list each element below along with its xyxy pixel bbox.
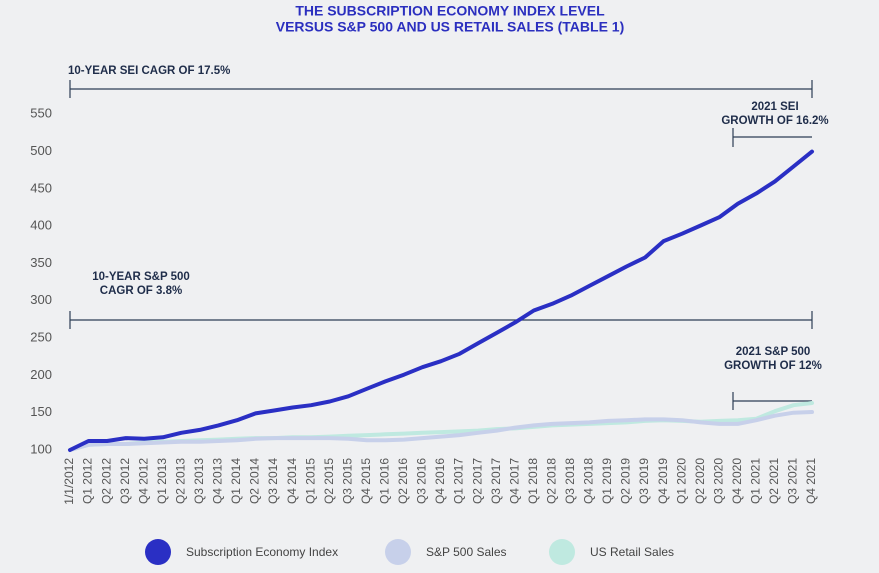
x-tick-label: Q1 2018: [526, 458, 540, 504]
x-tick-label: Q4 2012: [136, 458, 150, 504]
x-tick-label: Q3 2018: [563, 458, 577, 504]
line: [68, 410, 814, 452]
x-tick-label: Q3 2017: [489, 458, 503, 504]
annotation: CAGR OF 3.8%: [100, 285, 182, 297]
annotation: 2021 S&P 500: [736, 346, 811, 358]
x-tick-label: Q4 2017: [507, 458, 521, 504]
y-tick-label: 500: [30, 143, 52, 158]
x-tick-label: Q1 2019: [600, 458, 614, 504]
y-tick-label: 400: [30, 218, 52, 233]
x-tick-label: Q4 2021: [804, 458, 818, 504]
y-tick-label: 200: [30, 367, 52, 382]
x-tick-label: Q4 2014: [285, 458, 299, 504]
annotation: 10-YEAR SEI CAGR OF 17.5%: [68, 65, 230, 77]
legend-label: S&P 500 Sales: [426, 545, 507, 559]
x-tick-label: Q3 2014: [266, 458, 280, 504]
line: [68, 149, 814, 452]
y-tick-label: 350: [30, 255, 52, 270]
x-tick-label: Q4 2016: [433, 458, 447, 504]
annotation: 2021 SEI: [751, 101, 798, 113]
annotation: GROWTH OF 12%: [724, 360, 822, 372]
x-tick-label: Q1 2013: [155, 458, 169, 504]
x-tick-label: Q2 2018: [544, 458, 558, 504]
x-tick-label: Q1 2015: [303, 458, 317, 504]
x-tick-label: Q3 2012: [118, 458, 132, 504]
x-tick-label: Q1 2012: [81, 458, 95, 504]
x-tick-label: Q4 2015: [359, 458, 373, 504]
x-tick-label: Q2 2020: [693, 458, 707, 504]
x-tick-label: Q3 2020: [711, 458, 725, 504]
legend-label: US Retail Sales: [590, 545, 674, 559]
x-tick-label: Q2 2017: [470, 458, 484, 504]
x-tick-label: Q3 2015: [340, 458, 354, 504]
y-tick-label: 250: [30, 330, 52, 345]
x-tick-label: Q2 2014: [248, 458, 262, 504]
y-tick-label: 150: [30, 404, 52, 419]
x-tick-label: Q3 2013: [192, 458, 206, 504]
chart-title: VERSUS S&P 500 AND US RETAIL SALES (TABL…: [276, 19, 625, 35]
chart-title: THE SUBSCRIPTION ECONOMY INDEX LEVEL: [295, 3, 605, 19]
x-tick-label: Q2 2019: [619, 458, 633, 504]
x-tick-label: Q2 2016: [396, 458, 410, 504]
y-tick-label: 300: [30, 292, 52, 307]
x-tick-label: Q1 2020: [674, 458, 688, 504]
legend-swatch: [385, 539, 411, 565]
x-tick-label: Q4 2019: [656, 458, 670, 504]
x-tick-label: Q1 2021: [749, 458, 763, 504]
x-tick-label: Q2 2021: [767, 458, 781, 504]
legend-swatch: [549, 539, 575, 565]
annotation: GROWTH OF 16.2%: [721, 115, 828, 127]
y-tick-label: 450: [30, 180, 52, 195]
annotation: 10-YEAR S&P 500: [92, 271, 190, 283]
x-tick-label: Q2 2015: [322, 458, 336, 504]
brackets: [69, 80, 813, 410]
legend-label: Subscription Economy Index: [186, 545, 338, 559]
x-tick-label: Q3 2021: [786, 458, 800, 504]
x-tick-label: Q4 2018: [582, 458, 596, 504]
x-tick-label: Q1 2014: [229, 458, 243, 504]
x-tick-label: Q1 2016: [378, 458, 392, 504]
x-tick-label: Q4 2013: [211, 458, 225, 504]
x-tick-label: Q3 2016: [415, 458, 429, 504]
x-tick-label: Q1 2017: [452, 458, 466, 504]
y-tick-label: 550: [30, 106, 52, 121]
legend-swatch: [145, 539, 171, 565]
y-tick-label: 100: [30, 441, 52, 456]
x-tick-label: Q2 2013: [173, 458, 187, 504]
x-tick-label: Q3 2019: [637, 458, 651, 504]
x-tick-label: 1/1/2012: [62, 458, 76, 505]
x-tick-label: Q2 2012: [99, 458, 113, 504]
x-tick-label: Q4 2020: [730, 458, 744, 504]
